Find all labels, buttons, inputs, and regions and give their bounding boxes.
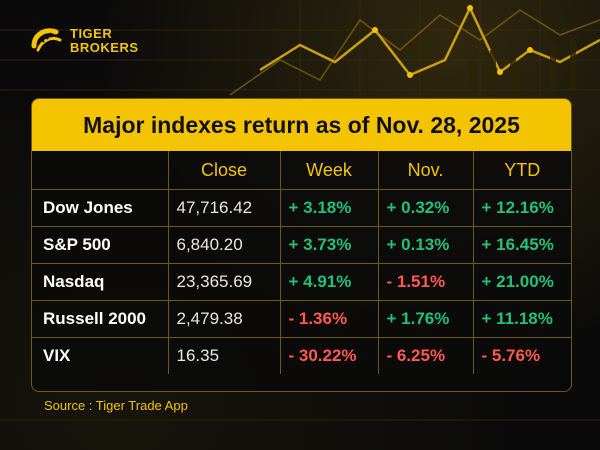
table-row: VIX 16.35 - 30.22% - 6.25% - 5.76% bbox=[32, 337, 571, 374]
brand-logo: TIGER BROKERS bbox=[30, 24, 139, 58]
table-header-row: Close Week Nov. YTD bbox=[32, 151, 571, 190]
table-row: S&P 500 6,840.20 + 3.73% + 0.13% + 16.45… bbox=[32, 226, 571, 264]
index-name: Nasdaq bbox=[32, 263, 169, 301]
source-note: Source : Tiger Trade App bbox=[44, 398, 188, 413]
close-value: 6,840.20 bbox=[167, 226, 281, 264]
nov-return: + 0.32% bbox=[377, 189, 474, 227]
nov-return: + 1.76% bbox=[377, 300, 474, 338]
page-title: Major indexes return as of Nov. 28, 2025 bbox=[83, 111, 520, 138]
ytd-return: + 16.45% bbox=[472, 226, 571, 264]
ytd-return: - 5.76% bbox=[472, 337, 571, 374]
close-value: 2,479.38 bbox=[167, 300, 281, 338]
header-index bbox=[32, 151, 169, 190]
tiger-logo-icon bbox=[31, 28, 62, 52]
table-row: Russell 2000 2,479.38 - 1.36% + 1.76% + … bbox=[32, 300, 571, 338]
close-value: 16.35 bbox=[167, 337, 281, 374]
index-name: VIX bbox=[32, 337, 169, 374]
week-return: - 30.22% bbox=[279, 337, 379, 374]
ytd-return: + 12.16% bbox=[472, 189, 571, 227]
ytd-return: + 11.18% bbox=[472, 300, 571, 338]
header-nov: Nov. bbox=[377, 151, 474, 190]
returns-card: Major indexes return as of Nov. 28, 2025… bbox=[31, 98, 572, 392]
week-return: + 4.91% bbox=[279, 263, 379, 301]
title-bar: Major indexes return as of Nov. 28, 2025 bbox=[32, 99, 571, 151]
week-return: + 3.73% bbox=[279, 226, 379, 264]
close-value: 23,365.69 bbox=[167, 263, 281, 301]
table-row: Nasdaq 23,365.69 + 4.91% - 1.51% + 21.00… bbox=[32, 263, 571, 301]
returns-table: Close Week Nov. YTD Dow Jones 47,716.42 … bbox=[32, 151, 571, 374]
brand-line-1: TIGER bbox=[70, 26, 113, 41]
index-name: Dow Jones bbox=[32, 189, 169, 227]
index-name: Russell 2000 bbox=[32, 300, 169, 338]
nov-return: - 6.25% bbox=[377, 337, 474, 374]
header-ytd: YTD bbox=[472, 151, 571, 190]
close-value: 47,716.42 bbox=[167, 189, 281, 227]
brand-line-2: BROKERS bbox=[70, 40, 139, 55]
ytd-return: + 21.00% bbox=[472, 263, 571, 301]
nov-return: + 0.13% bbox=[377, 226, 474, 264]
brand-name: TIGER BROKERS bbox=[70, 27, 139, 55]
week-return: - 1.36% bbox=[279, 300, 379, 338]
nov-return: - 1.51% bbox=[377, 263, 474, 301]
week-return: + 3.18% bbox=[279, 189, 379, 227]
header-week: Week bbox=[279, 151, 379, 190]
header-close: Close bbox=[167, 151, 281, 190]
table-row: Dow Jones 47,716.42 + 3.18% + 0.32% + 12… bbox=[32, 189, 571, 227]
index-name: S&P 500 bbox=[32, 226, 169, 264]
